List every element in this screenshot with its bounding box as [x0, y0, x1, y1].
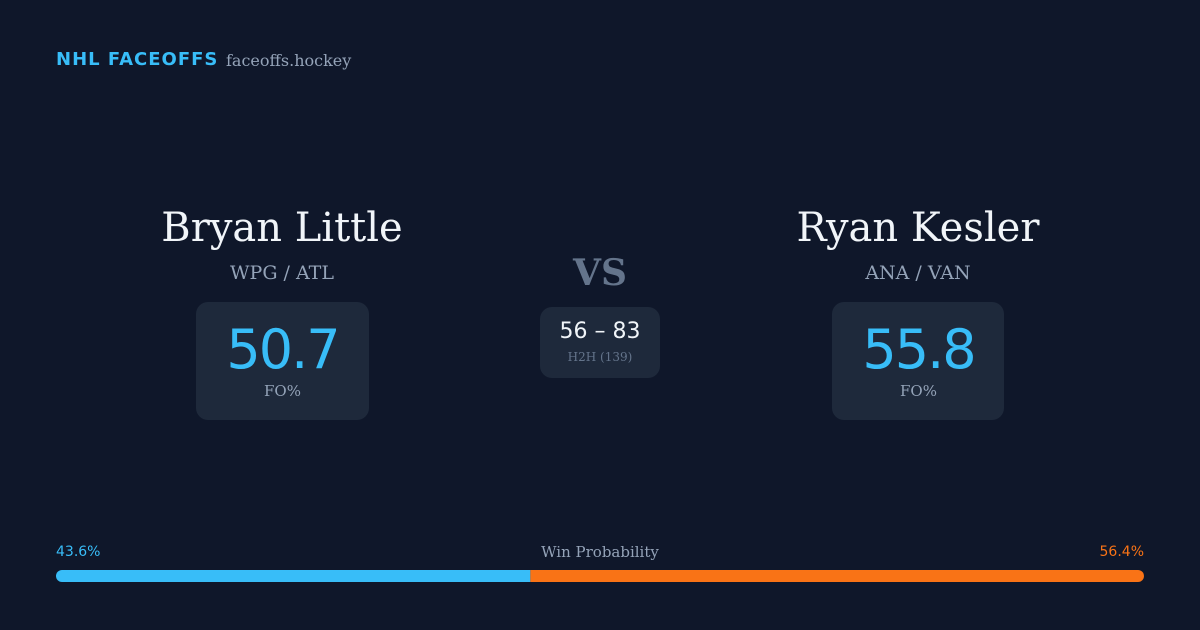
player-teams: WPG / ATL — [230, 262, 334, 284]
probability-segment — [56, 570, 531, 582]
right-probability: 56.4% — [1099, 544, 1144, 560]
vs: VS — [573, 252, 627, 294]
h2h-label: H2H (139) — [567, 350, 633, 364]
brand: NHL FACEOFFS — [56, 49, 219, 70]
site: faceoffs.hockey — [226, 51, 352, 70]
player-name: Bryan Little — [161, 205, 403, 251]
win-probability-title: Win Probability — [541, 543, 659, 561]
fo-label: FO% — [900, 382, 937, 400]
h2h-score: 56 – 83 — [559, 319, 641, 344]
left-probability: 43.6% — [56, 544, 101, 560]
stat-box — [832, 302, 1004, 420]
fo-pct: 55.8 — [862, 318, 976, 381]
probability-bar — [56, 570, 1144, 582]
h2h-box — [540, 307, 660, 378]
probability-segment — [530, 570, 1144, 582]
fo-label: FO% — [264, 382, 301, 400]
stat-box — [196, 302, 369, 420]
player-name: Ryan Kesler — [796, 205, 1040, 251]
player-teams: ANA / VAN — [865, 262, 971, 284]
fo-pct: 50.7 — [226, 318, 340, 381]
